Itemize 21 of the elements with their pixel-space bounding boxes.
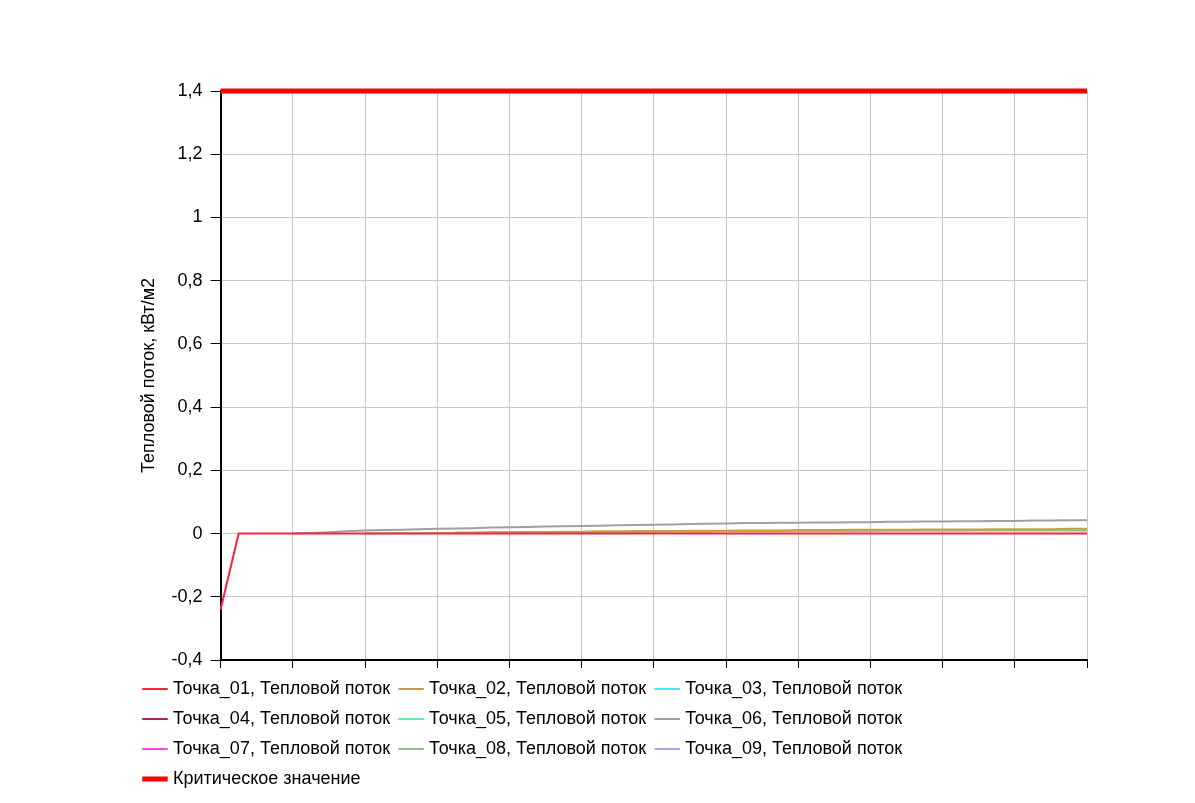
legend-label: Критическое значение	[173, 767, 361, 788]
y-tick-label: 1	[192, 206, 203, 227]
legend-label: Точка_02, Тепловой поток	[429, 677, 647, 699]
y-tick-label: 1,4	[177, 79, 203, 100]
y-axis-title: Тепловой поток, кВт/м2	[137, 277, 158, 474]
legend-label: Точка_09, Тепловой поток	[685, 737, 903, 759]
y-tick-label: -0,2	[171, 585, 203, 606]
y-tick-label: -0,4	[171, 648, 203, 669]
legend-label: Точка_08, Тепловой поток	[429, 737, 647, 759]
legend-label: Точка_05, Тепловой поток	[429, 707, 647, 729]
legend-label: Точка_07, Тепловой поток	[173, 737, 391, 759]
legend-label: Точка_03, Тепловой поток	[685, 677, 903, 699]
y-tick-label: 0,4	[177, 396, 203, 417]
y-tick-label: 0,2	[177, 459, 203, 480]
y-tick-label: 0,6	[177, 332, 203, 353]
y-tick-label: 0	[192, 522, 203, 543]
legend-label: Точка_01, Тепловой поток	[173, 677, 391, 699]
legend-label: Точка_06, Тепловой поток	[685, 707, 903, 729]
y-tick-label: 1,2	[177, 143, 203, 164]
y-tick-label: 0,8	[177, 269, 203, 290]
legend-label: Точка_04, Тепловой поток	[173, 707, 391, 729]
